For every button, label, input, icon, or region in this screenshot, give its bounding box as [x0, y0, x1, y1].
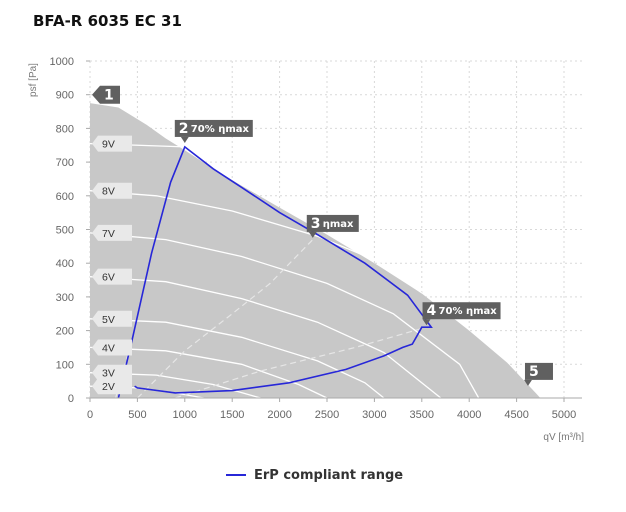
x-tick-label-1500: 1500 — [220, 409, 244, 421]
marker-pointer-5 — [523, 379, 532, 386]
x-tick-label-4500: 4500 — [504, 409, 528, 421]
operating-point-2: 2 70% ηmax — [174, 119, 253, 143]
speed-tag-7V: 7V — [92, 224, 132, 241]
speed-tag-4V: 4V — [92, 339, 132, 356]
y-tick-label-200: 200 — [56, 326, 74, 338]
marker-number-3: 3 — [311, 216, 321, 232]
y-tick-label-100: 100 — [56, 359, 74, 371]
marker-bg-3 — [306, 214, 359, 232]
y-tick-label-1000: 1000 — [50, 56, 74, 68]
operating-envelope — [90, 103, 541, 398]
speed-tag-bg-2V — [92, 378, 132, 395]
legend-erp-label: ErP compliant range — [254, 467, 404, 483]
marker-number-2: 2 — [179, 121, 189, 137]
efficiency-curve-3 — [175, 326, 427, 399]
chart-title: BFA-R 6035 EC 31 — [33, 12, 182, 30]
x-tick-label-500: 500 — [128, 409, 146, 421]
marker-label-2: 70% ηmax — [191, 124, 250, 135]
marker-number-5: 5 — [529, 364, 539, 380]
speed-tag-bg-9V — [92, 135, 132, 152]
speed-tag-bg-7V — [92, 224, 132, 241]
x-tick-label-2000: 2000 — [267, 409, 291, 421]
efficiency-curve-2 — [136, 239, 314, 399]
x-axis-label: qV [m³/h] — [543, 432, 584, 443]
marker-bg-2 — [174, 119, 253, 137]
y-tick-label-700: 700 — [56, 157, 74, 169]
marker-number-1: 1 — [104, 88, 114, 104]
speed-curve-4V — [89, 346, 328, 399]
speed-curve-8V — [89, 190, 423, 294]
speed-tag-6V: 6V — [92, 268, 132, 285]
speed-tag-bg-5V — [92, 310, 132, 327]
operating-point-1: 1 — [92, 85, 120, 104]
speed-tag-text-8V: 8V — [102, 186, 115, 198]
x-tick-label-5000: 5000 — [552, 409, 576, 421]
marker-label-3: ηmax — [323, 219, 354, 230]
speed-tag-bg-8V — [92, 182, 132, 199]
y-axis-label: psf [Pa] — [28, 63, 39, 97]
speed-tag-3V: 3V — [92, 364, 132, 381]
operating-point-3: 3 ηmax — [306, 214, 359, 238]
speed-tag-text-9V: 9V — [102, 139, 115, 151]
speed-tag-text-5V: 5V — [102, 314, 115, 326]
y-tick-label-400: 400 — [56, 258, 74, 270]
marker-number-4: 4 — [427, 303, 437, 319]
speed-tag-2V: 2V — [92, 378, 132, 395]
x-tick-label-3000: 3000 — [362, 409, 386, 421]
legend[interactable]: ErP compliant range — [226, 467, 403, 483]
marker-pointer-3 — [308, 231, 317, 238]
y-tick-label-600: 600 — [56, 191, 74, 203]
speed-tag-text-3V: 3V — [102, 368, 115, 380]
axes: 0 500 1000 1500 2000 2500 3000 3500 4000 4500 5000… — [50, 56, 582, 421]
legend-erp-swatch — [226, 474, 246, 476]
y-tick-label-0: 0 — [68, 393, 74, 405]
speed-tag-text-2V: 2V — [102, 381, 115, 393]
y-tick-label-300: 300 — [56, 292, 74, 304]
speed-tag-bg-4V — [92, 339, 132, 356]
y-tick-label-800: 800 — [56, 123, 74, 135]
marker-bg-5 — [524, 362, 553, 380]
operating-point-5: 5 — [523, 362, 553, 386]
x-tick-label-1000: 1000 — [173, 409, 197, 421]
x-tick-label-2500: 2500 — [315, 409, 339, 421]
marker-label-4: 70% ηmax — [439, 306, 498, 317]
operating-point-4: 4 70% ηmax — [422, 302, 501, 326]
y-tick-label-900: 900 — [56, 90, 74, 102]
speed-curve-6V — [89, 276, 442, 399]
speed-tag-text-7V: 7V — [102, 228, 115, 240]
marker-bg-4 — [422, 302, 501, 320]
x-tick-label-0: 0 — [87, 409, 93, 421]
x-tick-label-4000: 4000 — [457, 409, 481, 421]
marker-pointer-2 — [180, 136, 189, 143]
speed-curve-7V — [89, 232, 480, 399]
speed-tag-bg-3V — [92, 364, 132, 381]
speed-tag-8V: 8V — [92, 182, 132, 199]
speed-tag-text-6V: 6V — [102, 272, 115, 284]
erp-range-outline — [117, 145, 433, 399]
marker-pointer-4 — [422, 319, 431, 326]
speed-tag-text-4V: 4V — [102, 342, 115, 354]
speed-tag-bg-6V — [92, 268, 132, 285]
marker-bg-1 — [92, 85, 120, 104]
speed-tag-5V: 5V — [92, 310, 132, 327]
x-tick-label-3500: 3500 — [410, 409, 434, 421]
speed-tag-9V: 9V — [92, 135, 132, 152]
y-tick-label-500: 500 — [56, 225, 74, 237]
speed-curve-5V — [89, 318, 385, 399]
